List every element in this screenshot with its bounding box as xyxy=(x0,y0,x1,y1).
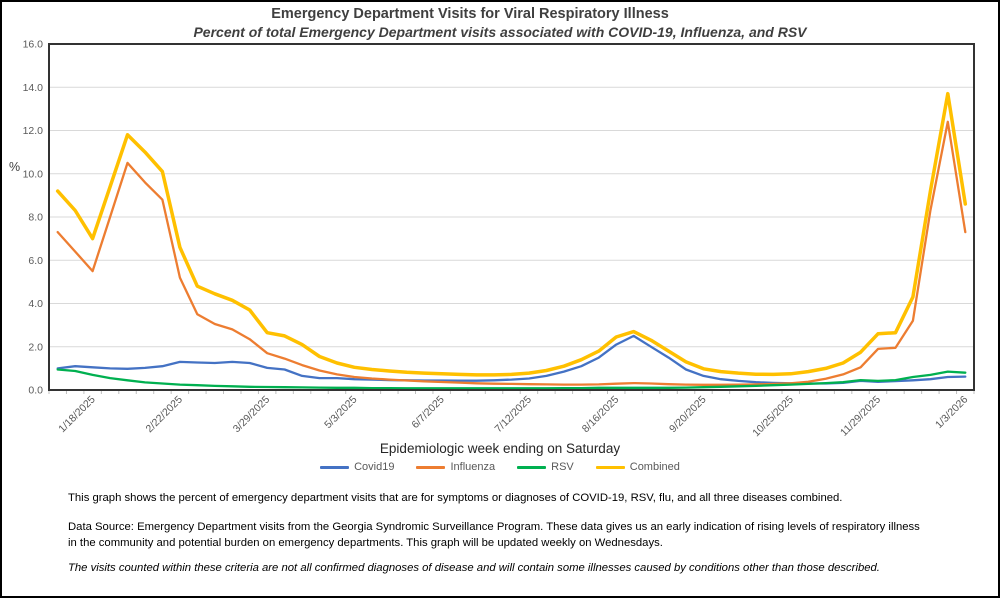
legend-swatch-rsv xyxy=(517,465,547,469)
x-axis-tick-label: 3/29/2025 xyxy=(231,394,273,436)
x-axis-tick-label: 1/18/2025 xyxy=(56,394,98,436)
footer-disclaimer: The visits counted within these criteria… xyxy=(68,562,880,574)
footer-data-source-line1: Data Source: Emergency Department visits… xyxy=(68,521,920,533)
series-line-influenza xyxy=(56,120,967,386)
legend-swatch-influenza xyxy=(416,465,446,469)
y-axis-tick-label: 4.0 xyxy=(28,298,43,310)
y-axis-tick-label: 0.0 xyxy=(28,385,43,397)
x-axis-tick-label: 10/25/2025 xyxy=(750,394,796,440)
x-axis-tick-label: 7/12/2025 xyxy=(493,394,535,436)
x-axis-tick-label: 1/3/2026 xyxy=(933,394,970,431)
series-line-combined xyxy=(55,91,968,377)
legend-item-influenza: Influenza xyxy=(416,461,495,473)
footer-description: This graph shows the percent of emergenc… xyxy=(68,492,843,504)
y-axis-tick-label: 6.0 xyxy=(28,255,43,267)
legend-label: Combined xyxy=(629,461,680,473)
line-chart: 0.0 2.0 4.0 6.0 8.0 10.0 12.0 14.0 16.0 1/18/2025… xyxy=(23,39,975,440)
series-line-covid19 xyxy=(56,334,967,385)
y-axis-tick-label: 12.0 xyxy=(23,125,44,137)
footer-data-source-line2: in the community and potential burden on… xyxy=(68,536,663,549)
legend-label: Influenza xyxy=(450,461,496,473)
y-axis-tick-label: 16.0 xyxy=(23,39,44,51)
plot-frame xyxy=(48,43,975,391)
y-axis-tick-label: 8.0 xyxy=(28,212,43,224)
chart-title: Emergency Department Visits for Viral Re… xyxy=(271,6,669,22)
legend-item-covid19: Covid19 xyxy=(320,461,394,473)
legend-item-combined: Combined xyxy=(595,461,680,473)
legend-label: RSV xyxy=(551,461,574,473)
y-axis-tick-label: 10.0 xyxy=(23,168,44,180)
y-axis-tick-label: 14.0 xyxy=(23,82,44,94)
y-axis-tick-label: 2.0 xyxy=(28,341,43,353)
y-axis-unit-label: % xyxy=(9,160,21,174)
x-axis-tick-label: 2/22/2025 xyxy=(143,394,185,436)
legend: Covid19 Influenza RSV Combined xyxy=(0,461,1000,473)
x-axis-tick-label: 9/20/2025 xyxy=(667,394,709,436)
series-line-rsv xyxy=(56,368,967,390)
legend-label: Covid19 xyxy=(354,461,395,473)
chart-subtitle: Percent of total Emergency Department vi… xyxy=(193,24,807,40)
x-axis-tick-label: 8/16/2025 xyxy=(580,394,622,436)
legend-swatch-combined xyxy=(595,465,625,469)
footer-data-source: Data Source: Emergency Department visits… xyxy=(68,520,963,551)
x-axis-tick-label: 11/29/2025 xyxy=(838,394,883,439)
x-axis-title: Epidemiologic week ending on Saturday xyxy=(379,441,621,456)
legend-swatch-covid19 xyxy=(320,465,350,469)
legend-item-rsv: RSV xyxy=(517,461,574,473)
x-axis-tick-label: 5/3/2025 xyxy=(322,394,359,431)
x-axis-tick-label: 6/7/2025 xyxy=(409,394,446,431)
